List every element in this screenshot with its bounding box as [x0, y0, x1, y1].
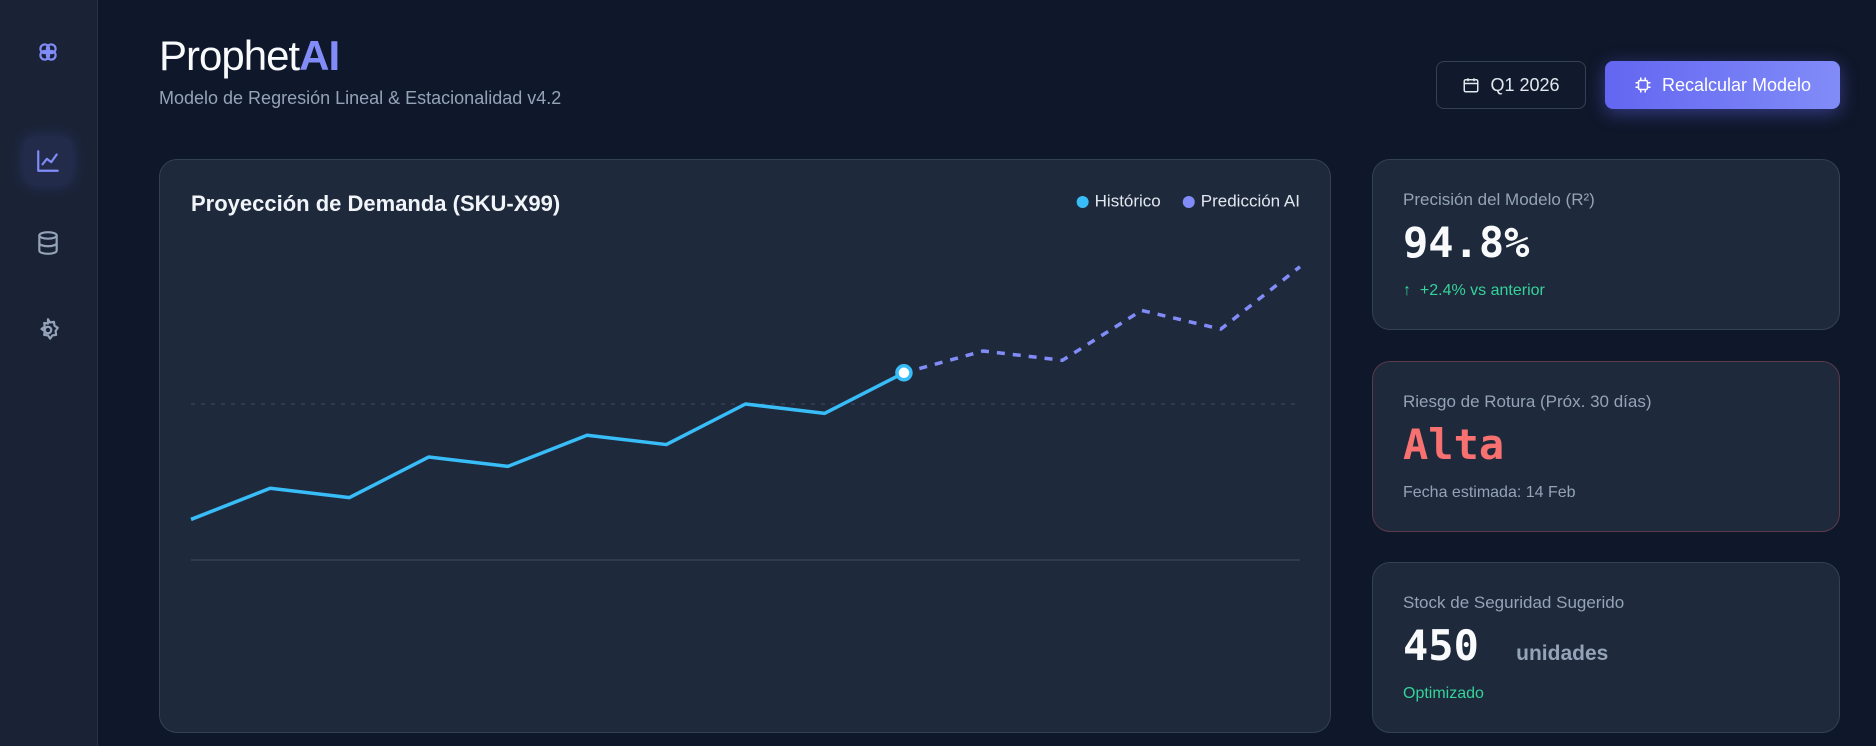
chart-card: Proyección de Demanda (SKU-X99) Predicci… [159, 159, 1331, 733]
nav-brain[interactable] [28, 32, 68, 72]
metric-value: Alta [1403, 420, 1505, 469]
series-line [190, 371, 905, 522]
metric-value: 450 unidades [1403, 621, 1608, 670]
chart: Proyección de Demanda (SKU-X99) Predicci… [190, 191, 1302, 561]
recalculate-button[interactable]: Recalcular Modelo [1605, 61, 1840, 109]
metric-label: Stock de Seguridad Sugerido [1403, 593, 1625, 612]
nav-chart[interactable] [24, 137, 72, 185]
subtitle: Modelo de Regresión Lineal & Estacionali… [159, 88, 562, 108]
legend-swatch [1182, 196, 1195, 208]
point-marker [895, 364, 913, 382]
metric-card: Stock de Seguridad Sugerido 450 unidades… [1372, 562, 1840, 733]
legend-label: Histórico [1095, 191, 1161, 210]
metric-note-text: +2.4% vs anterior [1419, 282, 1545, 299]
brand-name: Prophet [159, 32, 300, 79]
brand: ProphetAI [159, 32, 340, 80]
legend-label: Predicción AI [1201, 191, 1300, 210]
legend-swatch [1076, 196, 1089, 208]
metric-number: 450 [1403, 621, 1479, 670]
period-label: Q1 2026 [1490, 74, 1560, 95]
metric-note: ↑ +2.4% vs anterior [1403, 282, 1545, 299]
nav-settings[interactable] [28, 310, 68, 350]
nav-database[interactable] [28, 223, 68, 263]
recalculate-label: Recalcular Modelo [1661, 74, 1812, 95]
metric-card: Riesgo de Rotura (Próx. 30 días) Alta Fe… [1372, 361, 1840, 532]
chart-title: Proyección de Demanda (SKU-X99) [191, 191, 560, 216]
period-button[interactable]: Q1 2026 [1436, 61, 1586, 109]
metric-note: Fecha estimada: 14 Feb [1403, 484, 1576, 501]
brand-accent: AI [299, 32, 340, 79]
metric-note: Optimizado [1403, 685, 1484, 702]
metric-card: Precisión del Modelo (R²) 94.8% ↑ +2.4% … [1372, 159, 1840, 330]
series-line [903, 265, 1302, 375]
sidebar [0, 0, 98, 746]
metric-value: 94.8% [1403, 218, 1530, 267]
metric-label: Riesgo de Rotura (Próx. 30 días) [1403, 392, 1652, 411]
metric-label: Precisión del Modelo (R²) [1403, 190, 1595, 209]
metric-unit: unidades [1516, 642, 1609, 665]
